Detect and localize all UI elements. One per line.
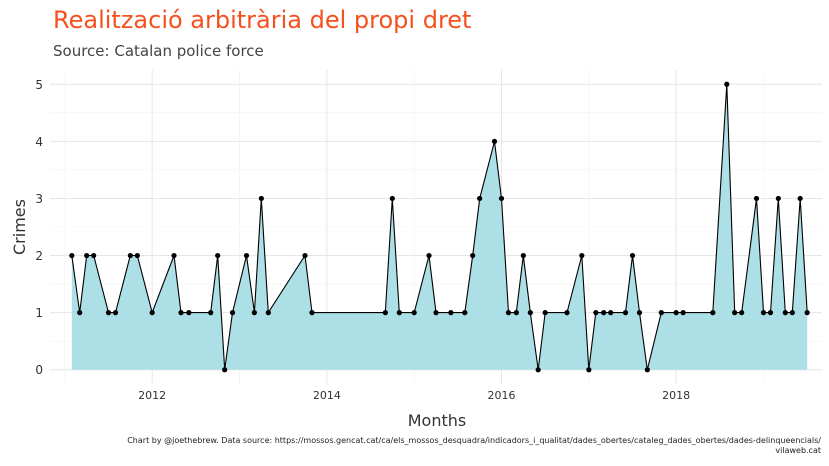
- data-point: [680, 310, 686, 316]
- data-point: [265, 310, 271, 316]
- data-point: [251, 310, 257, 316]
- y-tick-label: 5: [35, 78, 43, 92]
- data-point: [753, 195, 760, 202]
- data-point: [243, 252, 250, 259]
- data-point: [724, 81, 730, 87]
- data-point: [593, 310, 599, 316]
- data-point: [69, 252, 75, 259]
- data-point: [222, 367, 228, 373]
- data-point: [658, 310, 664, 316]
- data-point: [520, 252, 526, 259]
- chart-caption: Chart by @joethebrew. Data source: https…: [61, 436, 821, 456]
- y-axis-title: Crimes: [10, 199, 29, 255]
- y-tick-label: 3: [35, 192, 43, 206]
- data-point: [105, 310, 112, 316]
- data-point: [302, 252, 308, 259]
- data-point: [470, 252, 476, 259]
- data-point: [710, 310, 716, 316]
- data-point: [673, 310, 679, 316]
- data-point: [636, 310, 643, 316]
- data-point: [804, 310, 810, 316]
- data-point: [382, 310, 388, 316]
- caption-line-2: vilaweb.cat: [775, 446, 821, 455]
- data-point: [535, 367, 541, 373]
- data-point: [498, 195, 505, 202]
- data-point: [411, 310, 417, 316]
- x-tick-label: 2018: [662, 389, 690, 402]
- y-tick-label: 4: [35, 135, 43, 149]
- data-point: [134, 252, 140, 259]
- data-point: [601, 310, 607, 316]
- data-point: [491, 138, 498, 144]
- data-point: [782, 310, 788, 316]
- data-point: [208, 310, 214, 316]
- x-tick-label: 2016: [487, 389, 515, 402]
- data-point: [775, 195, 781, 202]
- data-point: [622, 310, 629, 316]
- data-point: [112, 310, 119, 316]
- data-point: [608, 310, 614, 316]
- x-tick-labels: 2012 2014 2016 2018: [138, 389, 690, 402]
- data-point: [767, 310, 774, 316]
- data-point: [84, 252, 90, 259]
- data-point: [644, 367, 650, 373]
- data-point: [178, 310, 184, 316]
- data-point: [579, 252, 585, 259]
- data-point: [396, 310, 402, 316]
- data-point: [258, 195, 264, 202]
- data-point: [433, 310, 439, 316]
- caption-line-1: Chart by @joethebrew. Data source: https…: [127, 436, 821, 445]
- x-tick-label: 2014: [313, 389, 341, 402]
- data-point: [505, 310, 512, 316]
- data-point: [760, 310, 767, 316]
- data-point: [789, 310, 795, 316]
- data-point: [477, 195, 483, 202]
- chart-subtitle: Source: Catalan police force: [53, 42, 264, 60]
- data-point: [586, 367, 592, 373]
- x-tick-label: 2012: [138, 389, 166, 402]
- data-point: [797, 195, 803, 202]
- data-point: [462, 310, 468, 316]
- data-point: [215, 252, 221, 259]
- y-tick-label: 2: [35, 249, 43, 263]
- data-points: [69, 81, 810, 373]
- x-axis-title: Months: [408, 411, 466, 430]
- data-point: [149, 310, 155, 316]
- y-tick-label: 1: [35, 306, 43, 320]
- data-point: [513, 310, 519, 316]
- data-point: [629, 252, 636, 259]
- data-point: [448, 310, 454, 316]
- y-tick-label: 0: [35, 363, 43, 377]
- data-point: [564, 310, 570, 316]
- y-tick-labels: 0 1 2 3 4 5: [35, 78, 43, 377]
- data-point: [127, 252, 133, 259]
- data-point: [171, 252, 177, 259]
- data-point: [309, 310, 315, 316]
- data-point: [186, 310, 192, 316]
- data-point: [389, 195, 395, 202]
- data-point: [229, 310, 236, 316]
- data-point: [426, 252, 432, 259]
- data-point: [739, 310, 745, 316]
- data-point: [77, 310, 83, 316]
- data-point: [542, 310, 548, 316]
- data-point: [732, 310, 738, 316]
- chart-title: Realització arbitrària del propi dret: [53, 6, 472, 34]
- data-point: [91, 252, 97, 259]
- data-point: [527, 310, 533, 316]
